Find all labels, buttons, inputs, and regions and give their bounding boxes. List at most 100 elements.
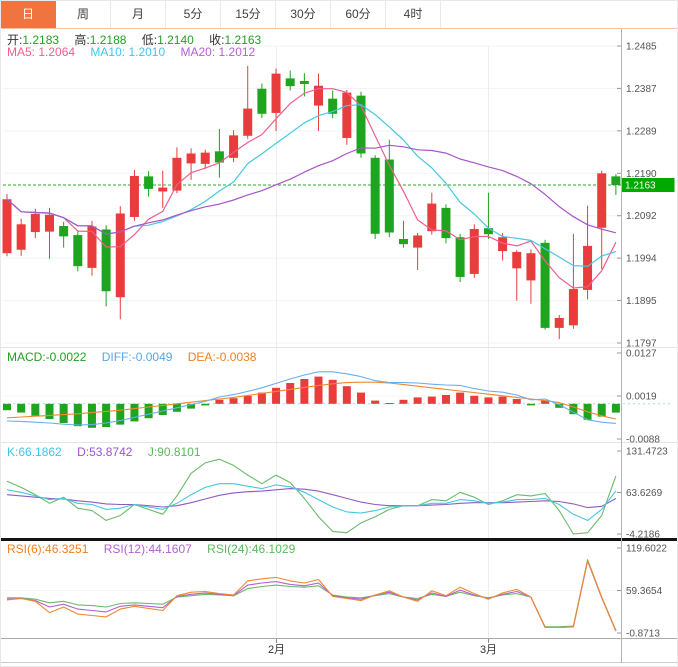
candle-body [87, 226, 97, 268]
y-axis-label: 131.4723 [626, 447, 668, 458]
ma20-value: MA20: 1.2012 [180, 45, 256, 59]
ma5-line [6, 88, 617, 289]
candle-body [540, 242, 550, 328]
d-line [6, 488, 617, 509]
candle-body [455, 237, 465, 277]
tab-4hour[interactable]: 4时 [386, 1, 441, 28]
y-axis-label: 0.0127 [626, 349, 657, 360]
y-axis-label: 1.2289 [626, 126, 657, 137]
candle-body [158, 187, 168, 192]
x-axis-label: 2月 [268, 644, 285, 656]
candle-body [59, 226, 69, 237]
candle-body [44, 214, 54, 232]
y-axis-label: 63.6269 [626, 488, 663, 499]
candle-body [101, 229, 111, 292]
diff-line [6, 371, 616, 426]
candle-body [129, 175, 139, 217]
tab-month[interactable]: 月 [111, 1, 166, 28]
candle-body [441, 207, 451, 239]
y-axis-label: -4.2186 [626, 530, 660, 541]
macd-histogram-bar [272, 387, 281, 404]
macd-histogram-bar [314, 376, 323, 404]
k-line [6, 483, 617, 521]
macd-histogram-bar [385, 403, 394, 404]
candle-body [427, 203, 437, 232]
macd-histogram-bar [611, 403, 620, 413]
candle-body [144, 176, 154, 189]
j-value: J:90.8101 [147, 445, 201, 459]
y-axis-label: 1.2190 [626, 169, 657, 180]
candle-body [356, 95, 366, 154]
candle-body [512, 251, 522, 269]
panel-divider [1, 538, 677, 541]
ma20-line [6, 144, 617, 235]
macd-histogram-bar [456, 392, 465, 404]
y-axis-label: 1.1797 [626, 339, 657, 350]
tab-60min[interactable]: 60分 [331, 1, 386, 28]
current-price-tag [621, 178, 675, 193]
macd-histogram-bar [413, 397, 422, 404]
candle-body [257, 88, 267, 114]
macd-histogram-bar [470, 395, 479, 404]
candle-body [271, 73, 281, 113]
candle-body [243, 108, 253, 136]
candle-body [200, 152, 210, 164]
macd-histogram-bar [87, 403, 96, 428]
rsi6-value: RSI(6):46.3251 [7, 542, 89, 556]
candle-body [314, 85, 324, 106]
candle-body [498, 237, 508, 252]
y-axis-label: 0.0019 [626, 392, 657, 403]
quote-high: 高:1.2188 [74, 33, 127, 47]
candle-body [597, 173, 607, 228]
tab-5min[interactable]: 5分 [166, 1, 221, 28]
rsi12-line [6, 560, 617, 632]
j-line [6, 458, 617, 535]
y-axis-label: 59.3654 [626, 586, 663, 597]
ma5-value: MA5: 1.2064 [7, 45, 76, 59]
y-axis-label: 1.1994 [626, 254, 657, 265]
macd-histogram-bar [144, 403, 153, 419]
candle-body [583, 245, 593, 290]
candle-body [469, 229, 479, 274]
candle-body [73, 235, 83, 267]
macd-histogram-bar [498, 396, 507, 404]
tab-week[interactable]: 周 [56, 1, 111, 28]
candle-body [370, 157, 380, 234]
ma10-value: MA10: 1.2010 [90, 45, 166, 59]
macd-histogram-bar [17, 403, 26, 413]
macd-histogram-bar [31, 403, 40, 416]
macd-header: MACD:-0.0022 DIFF:-0.0049 DEA:-0.0038 [7, 350, 268, 364]
macd-histogram-bar [357, 392, 365, 404]
macd-histogram-bar [371, 400, 380, 404]
candle-body [328, 98, 338, 114]
candle-body [30, 213, 40, 233]
macd-histogram-bar [328, 379, 337, 404]
y-axis-label: 1.2387 [626, 84, 657, 95]
period-tabbar: 日 周 月 5分 15分 30分 60分 4时 [1, 1, 677, 29]
rsi24-value: RSI(24):46.1029 [207, 542, 296, 556]
macd-histogram-bar [3, 403, 11, 411]
candle-body [554, 317, 564, 328]
macd-histogram-bar [158, 403, 167, 415]
macd-histogram-bar [243, 395, 252, 404]
tab-15min[interactable]: 15分 [221, 1, 276, 28]
tab-day[interactable]: 日 [1, 1, 56, 28]
macd-histogram-bar [130, 403, 139, 422]
quote-close: 收:1.2163 [209, 33, 262, 47]
candle-body [115, 213, 125, 298]
candle-body [483, 228, 493, 235]
chart-plot-area[interactable]: 1.2485 1.2387 1.2289 1.2190 1.2092 1.1994 1.18… [1, 29, 678, 667]
rsi-header: RSI(6):46.3251 RSI(12):44.1607 RSI(24):4… [7, 542, 307, 556]
macd-histogram-bar [229, 398, 238, 404]
chart-canvas[interactable]: 1.2485 1.2387 1.2289 1.2190 1.2092 1.1994 1.18… [1, 29, 678, 667]
d-value: D:53.8742 [77, 445, 133, 459]
macd-histogram-bar [342, 386, 351, 404]
candle-body [568, 289, 578, 326]
tab-30min[interactable]: 30分 [276, 1, 331, 28]
candle-body [186, 153, 196, 164]
y-axis-label: 1.1895 [626, 296, 657, 307]
rsi12-value: RSI(12):44.1607 [103, 542, 192, 556]
candle-body [172, 157, 182, 191]
ma-header: MA5: 1.2064 MA10: 1.2010 MA20: 1.2012 [7, 45, 267, 59]
candle-body [398, 238, 408, 245]
